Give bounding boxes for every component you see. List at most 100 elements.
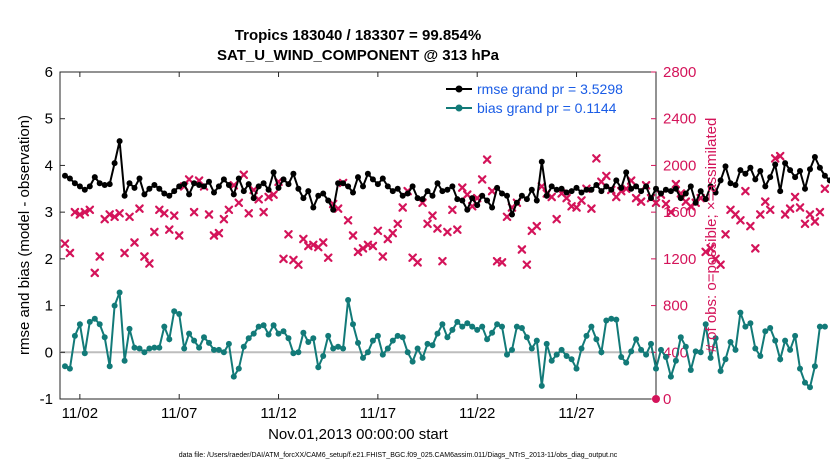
bias-point bbox=[220, 349, 227, 356]
obs-marker bbox=[453, 225, 462, 234]
rmse-point bbox=[379, 175, 386, 182]
left-tick-label: 0 bbox=[45, 344, 53, 361]
bias-point bbox=[528, 345, 535, 352]
bias-point bbox=[245, 335, 252, 342]
legend-rmse-label: rmse grand pr = 3.5298 bbox=[477, 81, 623, 97]
obs-marker bbox=[323, 253, 333, 262]
obs-marker bbox=[775, 151, 785, 161]
obs-marker bbox=[378, 252, 388, 261]
rmse-point bbox=[787, 167, 794, 174]
rmse-point bbox=[374, 181, 381, 188]
right-tick-label: 800 bbox=[663, 298, 688, 315]
obs-marker bbox=[790, 192, 800, 202]
bias-point bbox=[131, 344, 138, 351]
rmse-point bbox=[717, 177, 724, 184]
rmse-point bbox=[816, 164, 823, 171]
rmse-point bbox=[250, 195, 257, 202]
bias-point bbox=[81, 350, 88, 357]
obs-marker bbox=[423, 219, 432, 229]
rmse-point bbox=[91, 174, 98, 181]
rmse-point bbox=[434, 180, 441, 187]
bias-point bbox=[280, 328, 287, 335]
rmse-point bbox=[141, 191, 148, 198]
bias-point bbox=[553, 351, 560, 358]
rmse-point bbox=[429, 192, 436, 199]
bias-point bbox=[732, 346, 739, 353]
rmse-point bbox=[176, 183, 183, 190]
bias-point bbox=[96, 321, 103, 328]
obs-marker bbox=[661, 199, 671, 209]
bias-point bbox=[206, 339, 212, 346]
rmse-point bbox=[548, 183, 555, 190]
bias-point bbox=[350, 321, 356, 328]
rmse-point bbox=[772, 161, 779, 168]
rmse-point bbox=[499, 190, 505, 197]
bias-point bbox=[667, 373, 674, 380]
bias-point bbox=[320, 353, 327, 359]
obs-marker bbox=[145, 259, 154, 268]
rmse-point bbox=[742, 170, 749, 177]
obs-marker bbox=[95, 252, 105, 261]
obs-marker bbox=[130, 238, 139, 247]
obs-marker bbox=[587, 204, 596, 213]
obs-marker bbox=[264, 192, 273, 202]
bias-point bbox=[86, 318, 93, 325]
bias-point bbox=[568, 356, 575, 363]
obs-marker bbox=[805, 210, 815, 219]
rmse-point bbox=[62, 172, 68, 179]
x-tick-label: 11/17 bbox=[360, 405, 396, 422]
rmse-point bbox=[285, 181, 292, 188]
rmse-point bbox=[662, 186, 669, 193]
left-y-axis-label: rmse and bias (model - observation) bbox=[16, 115, 33, 355]
bias-point bbox=[230, 373, 237, 380]
rmse-point bbox=[206, 178, 212, 185]
bias-point bbox=[787, 346, 794, 353]
rmse-point bbox=[762, 183, 769, 190]
rmse-point bbox=[454, 196, 461, 203]
bias-point bbox=[583, 332, 590, 339]
rmse-point bbox=[96, 180, 103, 187]
bias-point bbox=[116, 289, 123, 296]
rmse-point bbox=[618, 184, 625, 191]
rmse-point bbox=[310, 204, 317, 211]
rmse-point bbox=[71, 180, 78, 187]
x-tick-label: 11/12 bbox=[260, 405, 296, 422]
obs-marker bbox=[219, 214, 229, 224]
bias-point bbox=[578, 345, 585, 352]
rmse-point bbox=[355, 174, 361, 181]
bias-point bbox=[712, 335, 719, 342]
rmse-point bbox=[504, 192, 510, 199]
rmse-point bbox=[469, 195, 476, 202]
bias-point bbox=[484, 336, 491, 343]
bias-point bbox=[717, 368, 724, 374]
bias-point bbox=[419, 354, 426, 361]
bias-point bbox=[191, 337, 198, 344]
rmse-point bbox=[528, 186, 535, 193]
rmse-point bbox=[782, 160, 789, 167]
obs-marker bbox=[174, 231, 184, 240]
bias-point bbox=[727, 339, 734, 345]
rmse-point bbox=[807, 166, 813, 173]
bias-point bbox=[369, 337, 376, 344]
rmse-point bbox=[533, 197, 540, 204]
bias-point bbox=[737, 309, 744, 316]
rmse-point bbox=[181, 181, 188, 188]
rmse-point bbox=[171, 188, 178, 195]
obs-marker bbox=[160, 209, 169, 218]
legend-bias-label: bias grand pr = 0.1144 bbox=[477, 100, 617, 116]
bias-point bbox=[186, 330, 193, 337]
obs-marker bbox=[204, 210, 214, 219]
x-tick-label: 11/02 bbox=[62, 405, 98, 422]
bias-point bbox=[692, 348, 699, 355]
obs-marker bbox=[135, 204, 144, 213]
obs-marker bbox=[234, 198, 244, 208]
rmse-point bbox=[638, 188, 645, 195]
obs-marker bbox=[497, 258, 507, 267]
bias-point bbox=[101, 334, 108, 341]
rmse-point bbox=[186, 191, 193, 198]
bias-point bbox=[494, 321, 501, 328]
rmse-point bbox=[712, 189, 719, 196]
bias-point bbox=[573, 365, 580, 372]
bias-point bbox=[295, 349, 302, 356]
